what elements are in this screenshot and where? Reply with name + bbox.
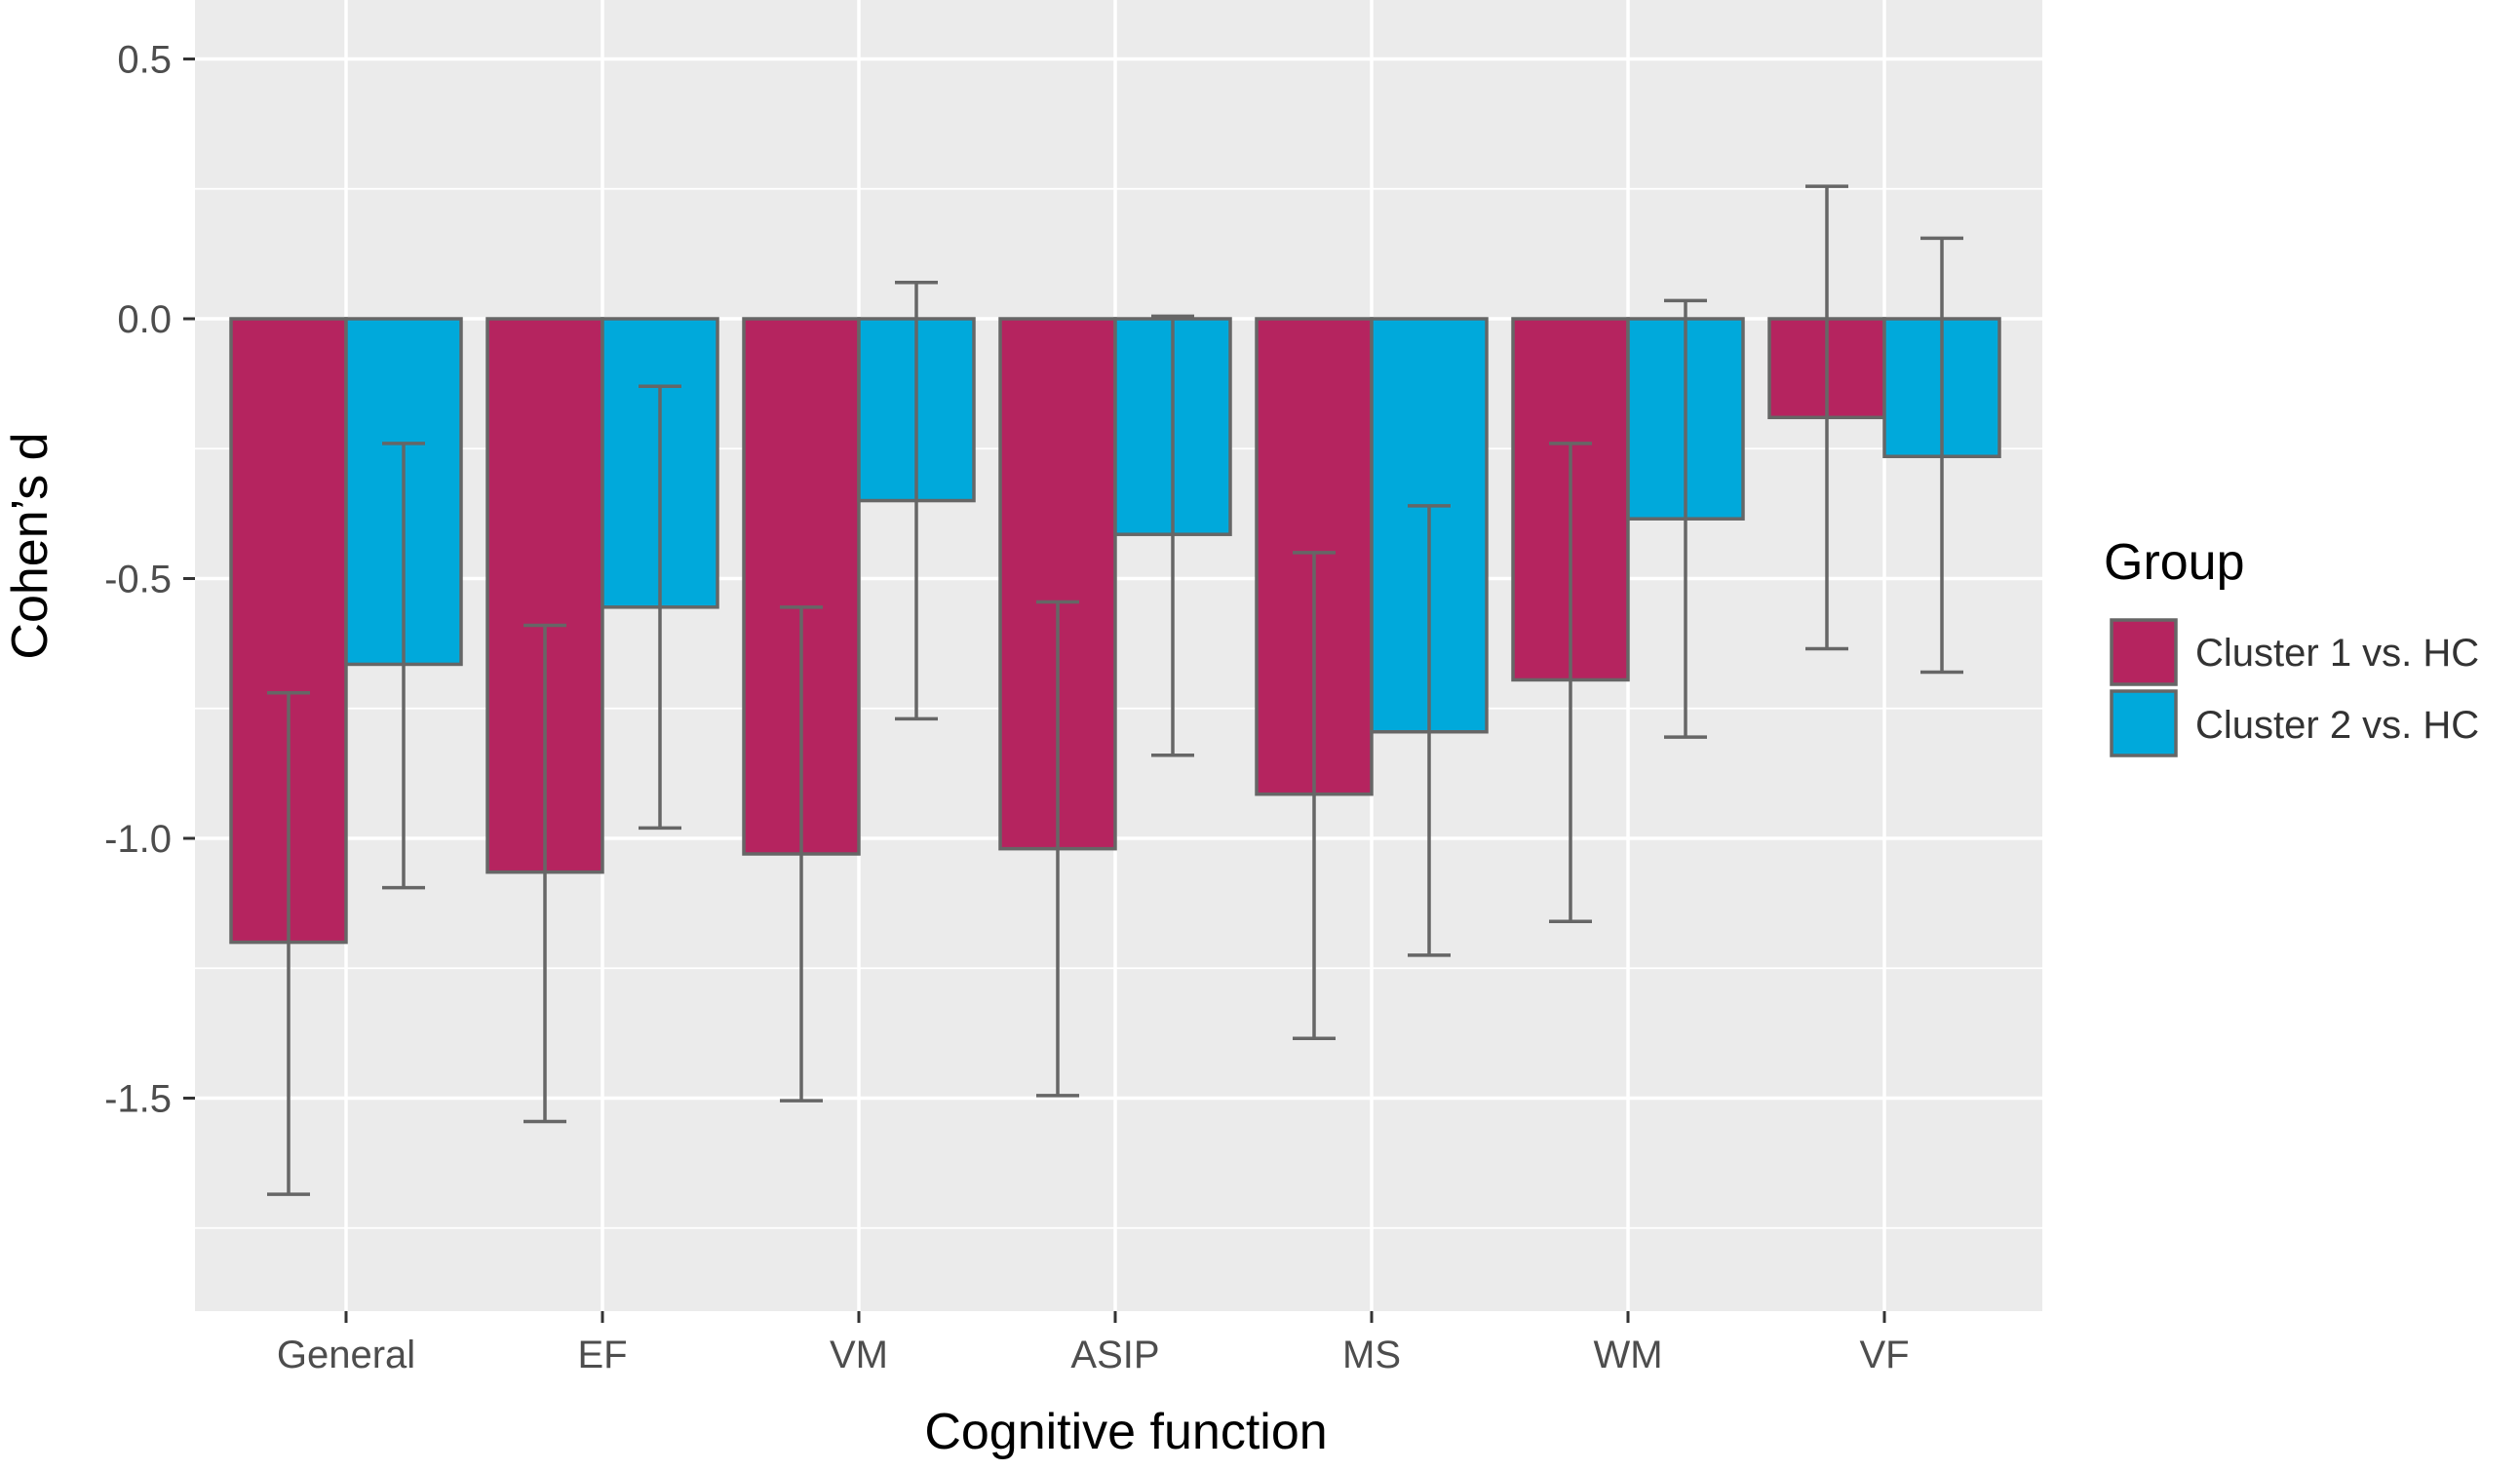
legend: Group Cluster 1 vs. HC Cluster 2 vs. HC — [2104, 534, 2479, 757]
legend-key-cluster-2 — [2110, 689, 2178, 757]
x-tick-label: ASIP — [1070, 1334, 1159, 1376]
error-bar-cluster-1 — [1805, 184, 1848, 651]
error-bar-cluster-2 — [639, 384, 681, 831]
y-tick-label: -0.5 — [104, 559, 172, 601]
x-axis: General EF VM ASIP MS WM VF — [277, 1311, 1910, 1376]
plot-panel — [195, 0, 2042, 1311]
x-tick-label: WM — [1593, 1334, 1662, 1376]
error-bar-cluster-1 — [1293, 551, 1336, 1040]
x-tick-label: VF — [1859, 1334, 1909, 1376]
x-tick-label: General — [277, 1334, 415, 1376]
y-tick-label: 0.5 — [117, 39, 172, 82]
error-bar-cluster-1 — [780, 605, 823, 1103]
error-bar-cluster-1 — [1549, 442, 1592, 924]
x-axis-title: Cognitive function — [924, 1404, 1327, 1460]
y-tick-label: -1.5 — [104, 1078, 172, 1121]
legend-label-cluster-2: Cluster 2 vs. HC — [2195, 704, 2479, 747]
error-bar-cluster-1 — [267, 691, 310, 1196]
bar-cluster-1 — [998, 317, 1117, 851]
y-axis-title: Cohen’s d — [2, 432, 58, 659]
error-bar-cluster-2 — [1664, 298, 1707, 739]
y-tick-label: -1.0 — [104, 818, 172, 861]
x-tick-label: EF — [577, 1334, 627, 1376]
error-bar-cluster-2 — [1151, 314, 1194, 757]
error-bar-cluster-1 — [523, 623, 566, 1124]
y-axis: 0.5 0.0 -0.5 -1.0 -1.5 — [104, 39, 195, 1121]
legend-title: Group — [2104, 534, 2245, 591]
x-tick-label: VM — [830, 1334, 888, 1376]
error-bar-cluster-2 — [1920, 236, 1963, 675]
error-bar-cluster-2 — [895, 280, 938, 721]
error-bar-cluster-2 — [1408, 504, 1451, 957]
error-bars — [267, 184, 1963, 1196]
legend-label-cluster-1: Cluster 1 vs. HC — [2195, 632, 2479, 675]
legend-key-cluster-1 — [2110, 618, 2178, 686]
y-tick-label: 0.0 — [117, 298, 172, 341]
error-bar-cluster-1 — [1036, 600, 1079, 1098]
error-bar-cluster-2 — [382, 442, 425, 890]
x-tick-label: MS — [1342, 1334, 1401, 1376]
